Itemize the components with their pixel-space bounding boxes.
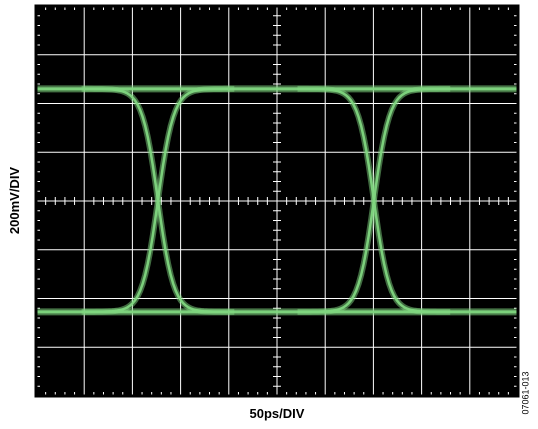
eye-traces bbox=[36, 85, 518, 316]
falling-edge-trace bbox=[81, 87, 235, 314]
y-axis-label-container: 200mV/DIV bbox=[0, 130, 30, 270]
figure-id-container: 07061-013 bbox=[516, 360, 536, 426]
figure-id: 07061-013 bbox=[521, 371, 532, 415]
falling-edge-trace bbox=[297, 87, 451, 314]
y-axis-label: 200mV/DIV bbox=[7, 166, 23, 234]
x-axis-label: 50ps/DIV bbox=[249, 406, 305, 421]
scope-frame bbox=[34, 4, 520, 398]
